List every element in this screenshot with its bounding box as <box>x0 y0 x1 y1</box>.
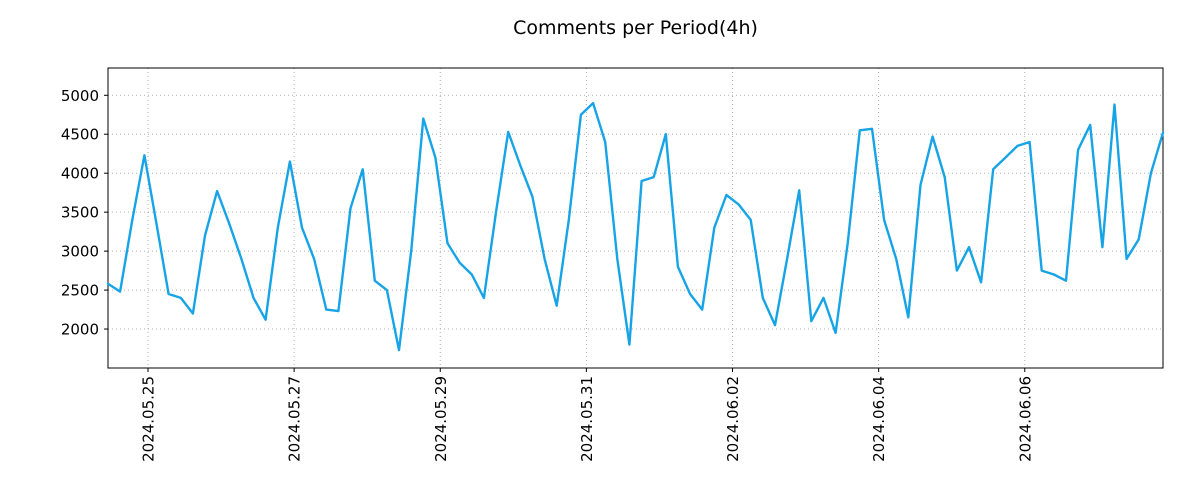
y-tick-label: 4000 <box>61 165 99 183</box>
x-tick-label: 2024.06.04 <box>870 376 888 462</box>
y-tick-label: 3500 <box>61 204 99 222</box>
plot-border <box>107 67 1164 369</box>
x-tick-label: 2024.05.25 <box>140 376 158 462</box>
x-tick-label: 2024.06.06 <box>1016 376 1034 462</box>
y-tick-label: 2500 <box>61 282 99 300</box>
chart-title: Comments per Period(4h) <box>513 17 758 39</box>
x-tick-label: 2024.06.02 <box>724 376 742 462</box>
series-line-comments-per-4h <box>106 101 1165 352</box>
x-tick-label: 2024.05.27 <box>286 376 304 462</box>
x-tick-label: 2024.05.31 <box>578 376 596 462</box>
y-tick-label: 4500 <box>61 126 99 144</box>
x-tick-label: 2024.05.29 <box>432 376 450 462</box>
y-tick-label: 3000 <box>61 243 99 261</box>
y-tick-label: 2000 <box>61 321 99 339</box>
y-tick-label: 5000 <box>61 87 99 105</box>
